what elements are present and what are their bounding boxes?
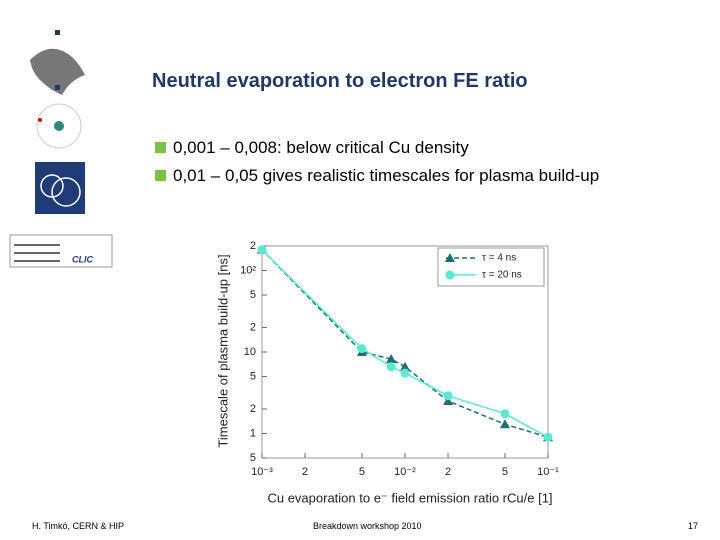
y-tick-label: 5 [250,370,256,382]
hip-logo [36,103,82,149]
footer-author: H. Timkó, CERN & HIP [32,521,125,531]
university-logo [30,30,85,95]
x-tick-label: 2 [302,466,308,478]
marker [443,391,453,401]
svg-text:CLIC: CLIC [72,254,93,264]
x-tick-label: 5 [502,466,508,478]
marker [445,253,455,262]
marker [386,362,396,372]
legend-label: τ = 4 ns [482,253,516,264]
marker [443,396,454,406]
marker [386,354,397,364]
marker [499,419,510,429]
bullet-list: 0,001 – 0,008: below critical Cu density… [155,138,599,194]
y-tick-label: 2 [250,321,256,333]
y-tick-label: 10 [244,346,256,358]
marker [500,409,510,419]
x-tick-label: 5 [359,466,365,478]
marker [400,368,410,378]
y-tick-label: 2 [250,240,256,252]
y-tick-label: 10² [240,264,256,276]
bullet: 0,01 – 0,05 gives realistic timescales f… [155,166,599,186]
y-axis-label: Timescale of plasma build-up [ns] [215,254,230,447]
chart: Timescale of plasma build-up [ns] Cu eva… [215,240,559,506]
legend-label: τ = 20 ns [482,270,522,281]
x-tick-label: 10⁻¹ [537,466,559,478]
bullet: 0,001 – 0,008: below critical Cu density [155,138,599,158]
y-tick-label: 1 [250,427,256,439]
x-axis-label: Cu evaporation to e⁻ field emission rati… [267,490,552,505]
x-tick-label: 10⁻² [394,466,416,478]
marker [357,344,367,354]
marker [445,270,455,280]
page-number: 17 [688,521,699,531]
x-tick-label: 10⁻³ [251,466,273,478]
legend-box [437,247,545,287]
logos: CLIC [9,30,113,268]
y-tick-label: 5 [250,452,256,464]
y-tick-label: 5 [250,289,256,301]
marker [543,432,553,442]
marker [257,245,267,255]
clic-logo: CLIC [9,234,113,268]
marker [400,361,410,371]
cern-logo [35,162,85,214]
footer-event: Breakdown workshop 2010 [313,521,422,531]
slide-title: Neutral evaporation to electron FE ratio [152,70,528,92]
x-tick-label: 2 [445,466,451,478]
y-tick-label: 2 [250,403,256,415]
